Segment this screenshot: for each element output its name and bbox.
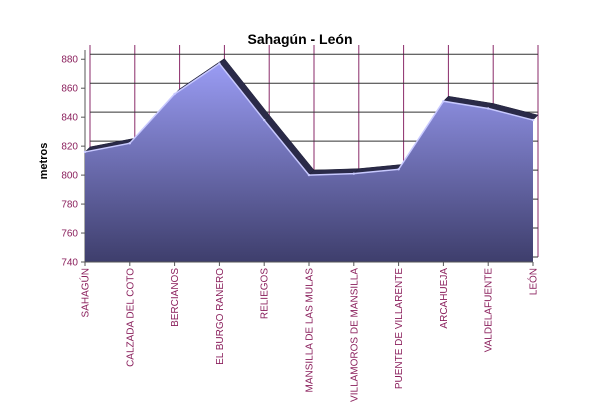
- x-tick-label: SAHAGÚN: [79, 268, 92, 317]
- data-point: [83, 150, 87, 154]
- x-tick-label: BERCIANOS: [170, 268, 181, 327]
- chart-title: Sahagún - León: [248, 31, 353, 47]
- data-point: [128, 142, 131, 145]
- data-point: [397, 168, 400, 171]
- elevation-area: [85, 63, 533, 262]
- x-tick-label: RELIEGOS: [260, 268, 271, 319]
- x-tick-label: MANSILLA DE LAS MULAS: [305, 268, 316, 393]
- x-tick-label: VILLAMOROS DE MANSILLA: [349, 268, 360, 402]
- y-tick-label: 820: [61, 142, 78, 153]
- data-point: [531, 118, 535, 122]
- x-tick-label: EL BURGO RANERO: [215, 268, 226, 365]
- data-point: [442, 100, 445, 103]
- data-point: [173, 92, 176, 96]
- x-tick-label: ARCAHUEJA: [439, 268, 450, 329]
- data-point: [263, 118, 266, 122]
- y-tick-label: 880: [61, 55, 78, 66]
- y-axis-label: metros: [38, 143, 50, 180]
- x-tick-label: CALZADA DEL COTO: [125, 268, 136, 367]
- x-tick-label: LEÓN: [527, 268, 540, 295]
- y-tick-label: 740: [61, 258, 78, 269]
- y-tick-label: 800: [61, 171, 78, 182]
- data-point: [218, 62, 221, 65]
- data-point: [352, 172, 355, 175]
- plot-area: 740 760 780 800 820 840 860 880 SAHAGÚN CALZADA D…: [61, 45, 540, 402]
- x-tick-label: PUENTE DE VILLARENTE: [394, 268, 405, 389]
- x-tick-label: VALDELAFUENTE: [484, 268, 495, 353]
- data-point: [307, 173, 311, 177]
- data-point: [487, 107, 490, 110]
- y-tick-label: 780: [61, 200, 78, 211]
- y-tick-label: 860: [61, 84, 78, 95]
- y-tick-label: 760: [61, 229, 78, 240]
- y-tick-label: 840: [61, 113, 78, 124]
